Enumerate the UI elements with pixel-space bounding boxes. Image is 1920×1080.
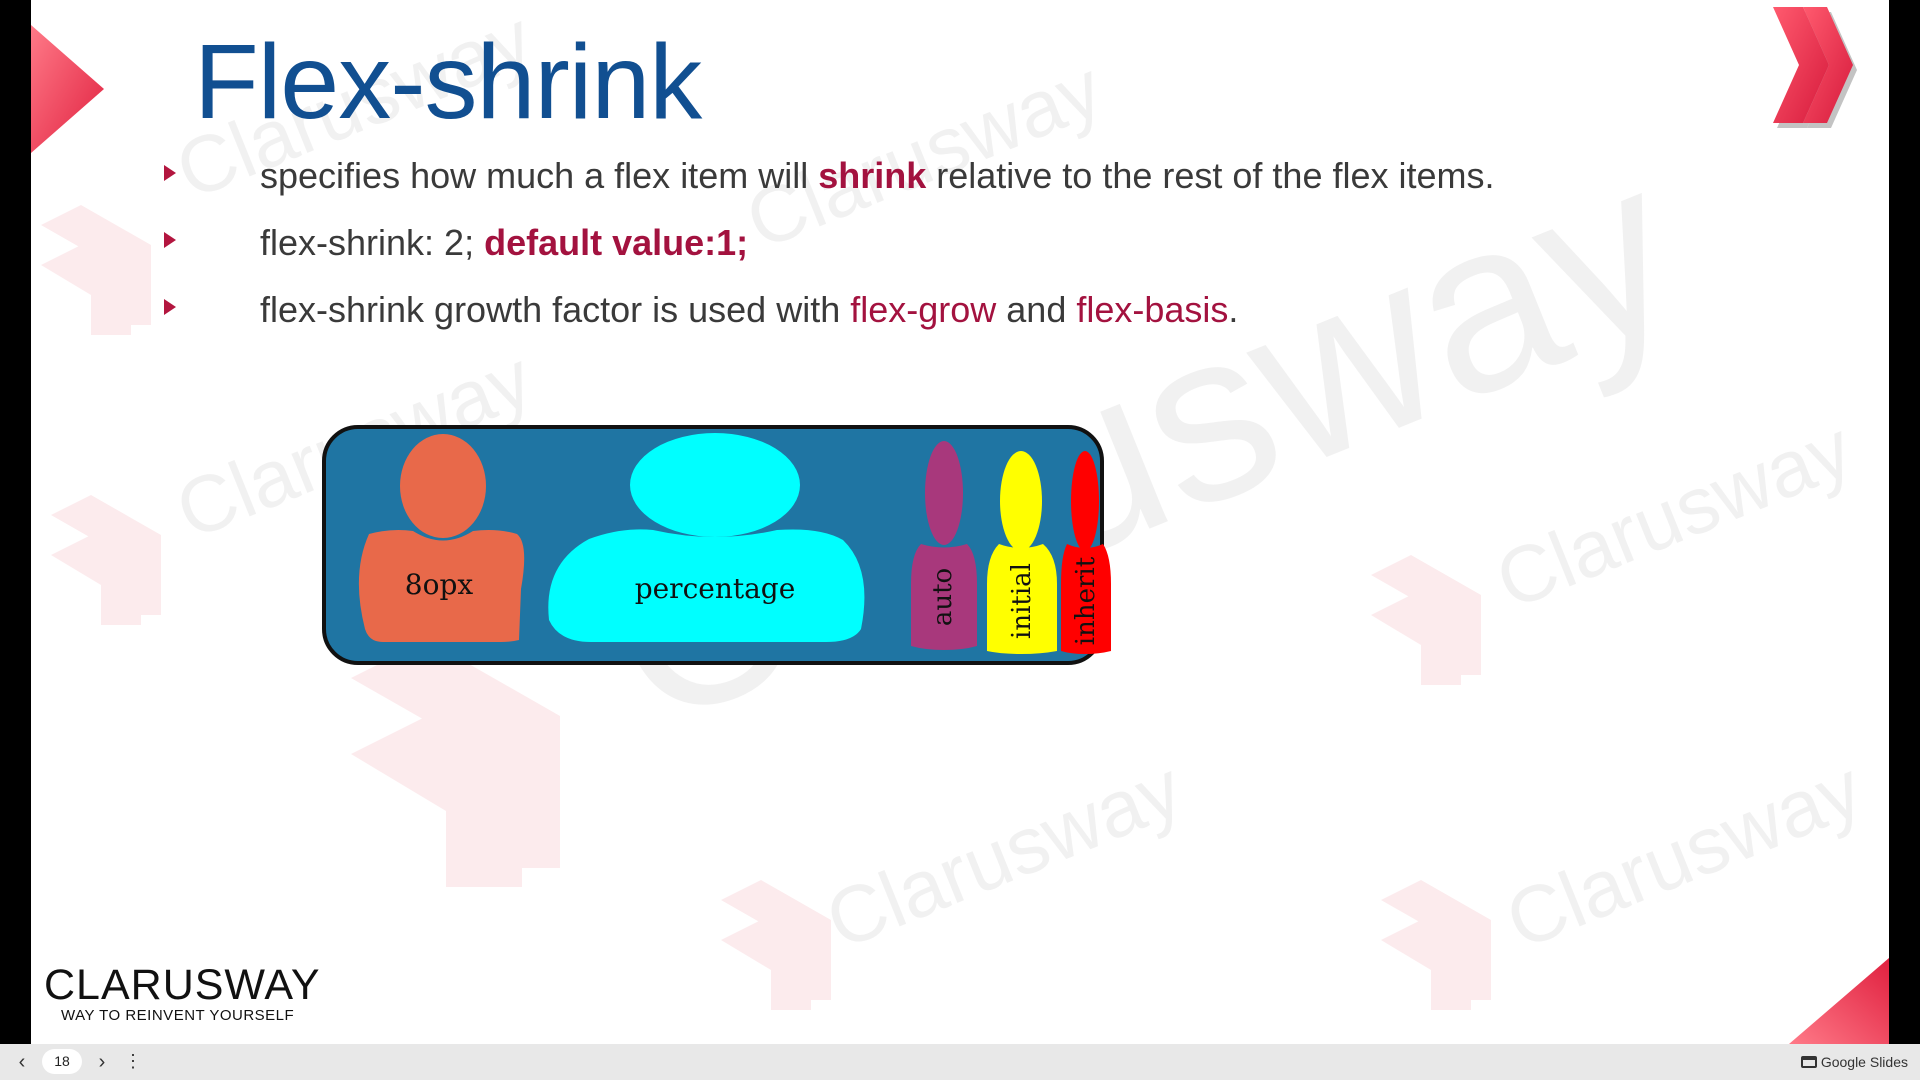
flex-item-percentage: percentage [548,433,865,642]
flex-item-80px: 8opx [358,434,525,642]
bullet-text-part: shrink [818,155,927,196]
slide-title: Flex-shrink [194,23,702,141]
flex-item-label: inherit [1071,556,1101,645]
flex-item-inherit: inherit [1061,451,1111,654]
watermark-text: Clarusway [1484,403,1864,625]
app-label: Google Slides [1820,1054,1908,1070]
bullet-text-part: flex-grow [850,289,997,330]
slides-viewer-toolbar: ‹ 18 › ⋮ Google Slides [0,1044,1920,1080]
slide-canvas: Clarusway Clarusway Clarusway Clarusway … [31,0,1889,1044]
flex-item-initial: initial [987,451,1057,654]
brand-tagline: WAY TO REINVENT YOURSELF [61,1007,295,1024]
bullet-item: specifies how much a flex item will shri… [164,154,1814,221]
bullet-marker-icon [164,165,176,181]
bullet-item: flex-shrink growth factor is used with f… [164,288,1814,355]
bullet-marker-icon [164,232,176,248]
flex-item-label: initial [1007,563,1037,639]
bullet-text: flex-shrink: 2; default value:1; [260,221,748,265]
bullet-text: specifies how much a flex item will shri… [260,154,1495,198]
bullet-text-part: and [996,289,1077,330]
brand-name: CLARUSWAY [44,961,321,1009]
flex-item-auto: auto [911,441,977,650]
watermark-logo-icon [41,205,1491,1010]
bullet-text: flex-shrink growth factor is used with f… [260,288,1238,332]
bullet-text-part: default value:1; [484,222,749,263]
bullet-item: flex-shrink: 2; default value:1; [164,221,1814,288]
flex-item-label: 8opx [405,568,474,601]
corner-triangle-icon [1789,958,1889,1044]
page-number-field[interactable]: 18 [42,1049,82,1074]
bullet-marker-icon [164,299,176,315]
chevron-right-icon[interactable]: › [98,1051,106,1073]
corner-triangle-icon [31,25,104,153]
flex-container-diagram: 8opx percentage auto initial inherit [322,425,1111,665]
chevron-left-icon[interactable]: ‹ [18,1051,26,1073]
bullet-text-part: . [1228,289,1239,330]
bullet-text-part: flex-shrink: 2; [260,222,485,263]
bullet-list: specifies how much a flex item will shri… [164,154,1814,355]
bullet-text-part: specifies how much a flex item will [260,155,819,196]
brand-logo: CLARUSWAY WAY TO REINVENT YOURSELF [44,963,321,1024]
double-chevron-right-icon [1773,7,1857,128]
bullet-text-part: flex-basis [1076,289,1229,330]
google-slides-link[interactable]: Google Slides [1800,1044,1908,1080]
more-vert-icon[interactable]: ⋮ [124,1051,142,1071]
presentation-icon [1800,1056,1817,1069]
bullet-text-part: relative to the rest of the flex items. [926,155,1495,196]
watermark-text: Clarusway [1494,743,1874,965]
watermark-text: Clarusway [814,743,1194,965]
flex-item-label: auto [928,568,958,626]
flex-item-label: percentage [635,572,796,605]
bullet-text-part: flex-shrink growth factor is used with [260,289,851,330]
